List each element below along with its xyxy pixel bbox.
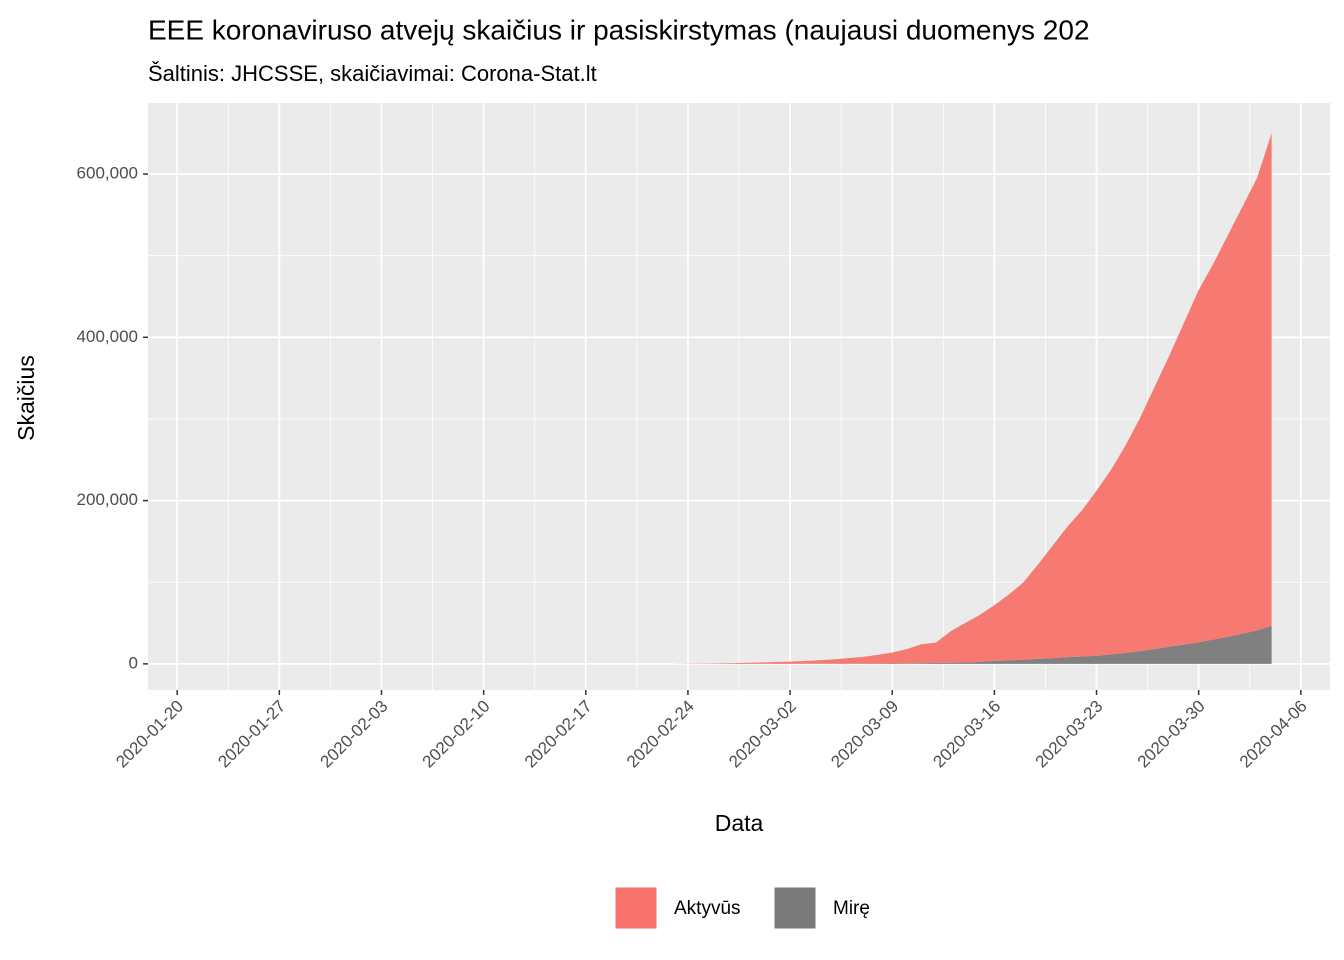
y-tick-label: 200,000 — [77, 490, 138, 509]
area — [673, 133, 1272, 664]
x-tick-label: 2020-02-17 — [521, 697, 596, 772]
x-tick-label: 2020-03-16 — [929, 697, 1004, 772]
x-tick-label: 2020-02-24 — [623, 697, 698, 772]
legend-key — [614, 886, 658, 930]
chart-subtitle: Šaltinis: JHCSSE, skaičiavimai: Corona-S… — [148, 61, 597, 86]
x-tick-label: 2020-04-06 — [1236, 697, 1311, 772]
y-tick-label: 0 — [129, 653, 138, 672]
x-tick-label: 2020-03-30 — [1134, 697, 1209, 772]
x-axis-title: Data — [715, 810, 764, 836]
area — [673, 625, 1272, 664]
x-tick-label: 2020-02-10 — [419, 697, 494, 772]
y-tick-label: 600,000 — [77, 164, 138, 183]
legend-label: Mirę — [833, 898, 870, 919]
x-tick-label: 2020-01-27 — [214, 697, 289, 772]
legend-key — [773, 886, 817, 930]
chart-title: EEE koronaviruso atvejų skaičius ir pasi… — [148, 14, 1090, 45]
x-tick-label: 2020-01-20 — [112, 697, 187, 772]
y-axis-title: Skaičius — [13, 355, 39, 441]
x-tick-label: 2020-03-02 — [725, 697, 800, 772]
y-tick-label: 400,000 — [77, 327, 138, 346]
x-tick-label: 2020-03-23 — [1032, 697, 1107, 772]
x-tick-label: 2020-03-09 — [827, 697, 902, 772]
x-tick-label: 2020-02-03 — [317, 697, 392, 772]
legend-label: Aktyvūs — [674, 898, 741, 919]
